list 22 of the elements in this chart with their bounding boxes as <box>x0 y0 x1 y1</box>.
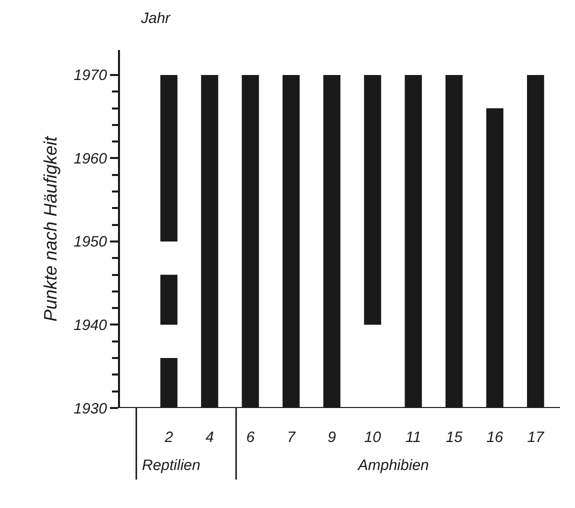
text: Jahr <box>140 10 172 27</box>
x-tick-label: 16 <box>486 429 504 446</box>
x-tick-label: 7 <box>286 429 296 446</box>
y-tick-label: 1930 <box>74 400 108 418</box>
y-tick-label: 1950 <box>74 234 108 251</box>
bar <box>364 74 382 325</box>
x-tick-label: 15 <box>446 429 464 446</box>
y-axis-title: Punkte nach Häufigkeit <box>40 135 60 322</box>
x-tick-label: 17 <box>527 429 545 446</box>
x-tick-label: 2 <box>164 429 174 446</box>
bar <box>160 274 178 325</box>
y-tick-label: 1960 <box>74 150 108 168</box>
text: Amphibien <box>357 457 429 474</box>
bar <box>160 74 178 242</box>
text: Reptilien <box>142 457 200 474</box>
x-tick-label: 10 <box>364 429 382 446</box>
x-tick-label: 6 <box>246 429 256 446</box>
x-tick-label: 11 <box>406 429 422 446</box>
y-tick-label: 1940 <box>74 316 108 334</box>
y-tick-label: 1970 <box>74 67 108 84</box>
x-tick-label: 9 <box>328 429 337 446</box>
x-tick-label: 4 <box>205 429 214 446</box>
